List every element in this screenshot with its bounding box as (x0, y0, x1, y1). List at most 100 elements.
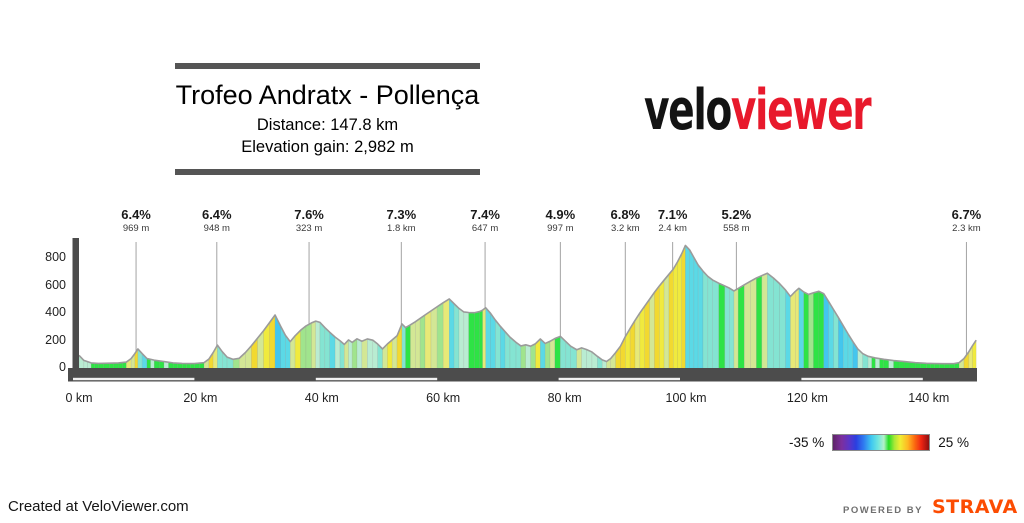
profile-slice (702, 270, 709, 369)
route-distance: Distance: 147.8 km (256, 116, 399, 134)
climb-gradient-pct: 7.1% (657, 207, 688, 222)
profile-slice (813, 290, 820, 369)
profile-slice (833, 308, 839, 369)
profile-slice (348, 339, 353, 369)
profile-slice (458, 307, 465, 369)
profile-slice (311, 320, 316, 369)
profile-slice (681, 245, 686, 369)
profile-slice (549, 338, 556, 369)
profile-slice (485, 307, 491, 369)
profile-slice (733, 287, 739, 369)
profile-slice (795, 287, 800, 369)
x-axis-tick-label: 20 km (183, 391, 218, 405)
profile-slice (391, 335, 398, 369)
profile-slice (790, 290, 796, 369)
climb-marker-label: 7.4% 647 m (470, 208, 500, 234)
profile-slice (482, 307, 486, 369)
profile-slice (737, 284, 745, 369)
profile-slice (269, 314, 276, 369)
logo-viewer-text: viewer (730, 78, 872, 143)
profile-slice (750, 277, 757, 369)
profile-slice (803, 291, 809, 369)
route-title: Trofeo Andratx - Pollença (175, 80, 480, 110)
profile-slice (453, 303, 460, 369)
profile-slice (329, 331, 336, 369)
profile-slice (401, 323, 406, 369)
profile-slice (530, 343, 536, 369)
climb-marker-label: 5.2% 558 m (722, 208, 752, 234)
profile-slice (361, 338, 368, 369)
profile-slice (697, 264, 704, 369)
profile-slice (315, 320, 321, 369)
climb-marker-label: 4.9% 997 m (546, 208, 576, 234)
climb-gradient-pct: 6.4% (121, 207, 151, 222)
profile-slice (634, 312, 641, 369)
y-axis-tick-label: 800 (45, 250, 66, 265)
veloviewer-logo: veloviewer (644, 83, 872, 139)
profile-slice (649, 291, 655, 369)
profile-slice (712, 279, 720, 369)
climb-gradient-pct: 4.9% (545, 207, 576, 222)
y-axis-tick-label: 400 (45, 305, 66, 320)
profile-slice (436, 302, 444, 369)
profile-slice (334, 336, 341, 369)
x-axis-bar-highlight (801, 377, 923, 381)
x-axis-tick-label: 80 km (547, 391, 582, 405)
climb-length-label: 1.8 km (387, 222, 416, 234)
x-axis-tick-label: 100 km (665, 391, 707, 405)
climb-length-label: 647 m (471, 222, 499, 234)
climb-length-label: 558 m (723, 222, 750, 234)
profile-slice (818, 290, 825, 369)
profile-slice (300, 325, 307, 369)
y-axis-tick-label: 600 (45, 277, 66, 292)
profile-slice (767, 272, 774, 369)
profile-slice (544, 340, 551, 369)
x-axis-tick-label: 40 km (304, 391, 339, 405)
profile-slice (305, 322, 312, 369)
profile-slice (479, 309, 483, 369)
profile-slice (490, 312, 496, 369)
profile-slice (356, 338, 363, 369)
powered-by-label: POWERED BY (843, 505, 923, 516)
profile-slice (779, 282, 786, 369)
profile-slice (785, 289, 791, 369)
profile-slice (693, 256, 699, 369)
profile-slice (410, 321, 416, 369)
profile-slice (798, 287, 805, 369)
profile-slice (828, 300, 834, 369)
route-elevation-gain: Elevation gain: 2,982 m (241, 138, 414, 156)
profile-slice (654, 285, 660, 369)
title-card-top-rule (175, 63, 480, 69)
climb-gradient-pct: 6.7% (951, 207, 982, 222)
profile-slice (500, 325, 506, 369)
title-card-bottom-rule (175, 169, 480, 175)
profile-slice (659, 279, 665, 369)
profile-outline (78, 244, 977, 365)
profile-slice (419, 314, 426, 369)
x-axis-bar-highlight (558, 377, 680, 381)
profile-slice (879, 358, 885, 369)
x-axis-bar-highlight (315, 377, 438, 381)
profile-slice (554, 335, 561, 369)
climb-length-label: 997 m (547, 222, 574, 234)
gradient-legend: -35 % 25 % (789, 434, 969, 451)
profile-slice (581, 347, 587, 369)
profile-slice (576, 347, 582, 369)
profile-slice (405, 324, 411, 369)
profile-slice (319, 321, 326, 369)
climb-gradient-pct: 7.6% (294, 207, 324, 222)
climb-length-label: 969 m (122, 222, 150, 234)
climb-gradient-pct: 6.4% (201, 207, 232, 222)
climb-marker-label: 6.4% 948 m (202, 208, 232, 234)
climb-marker-label: 7.1% 2.4 km (658, 208, 688, 234)
x-axis-bar-highlight (73, 377, 195, 381)
legend-min-label: -35 % (789, 435, 825, 450)
climb-gradient-pct: 5.2% (721, 207, 752, 222)
y-axis-tick-label: 200 (45, 332, 66, 347)
x-axis-tick-label: 140 km (908, 391, 950, 405)
climb-length-label: 323 m (295, 222, 323, 234)
climb-length-label: 2.4 km (658, 222, 687, 234)
x-axis-bar (68, 368, 977, 382)
profile-slice (761, 272, 768, 369)
